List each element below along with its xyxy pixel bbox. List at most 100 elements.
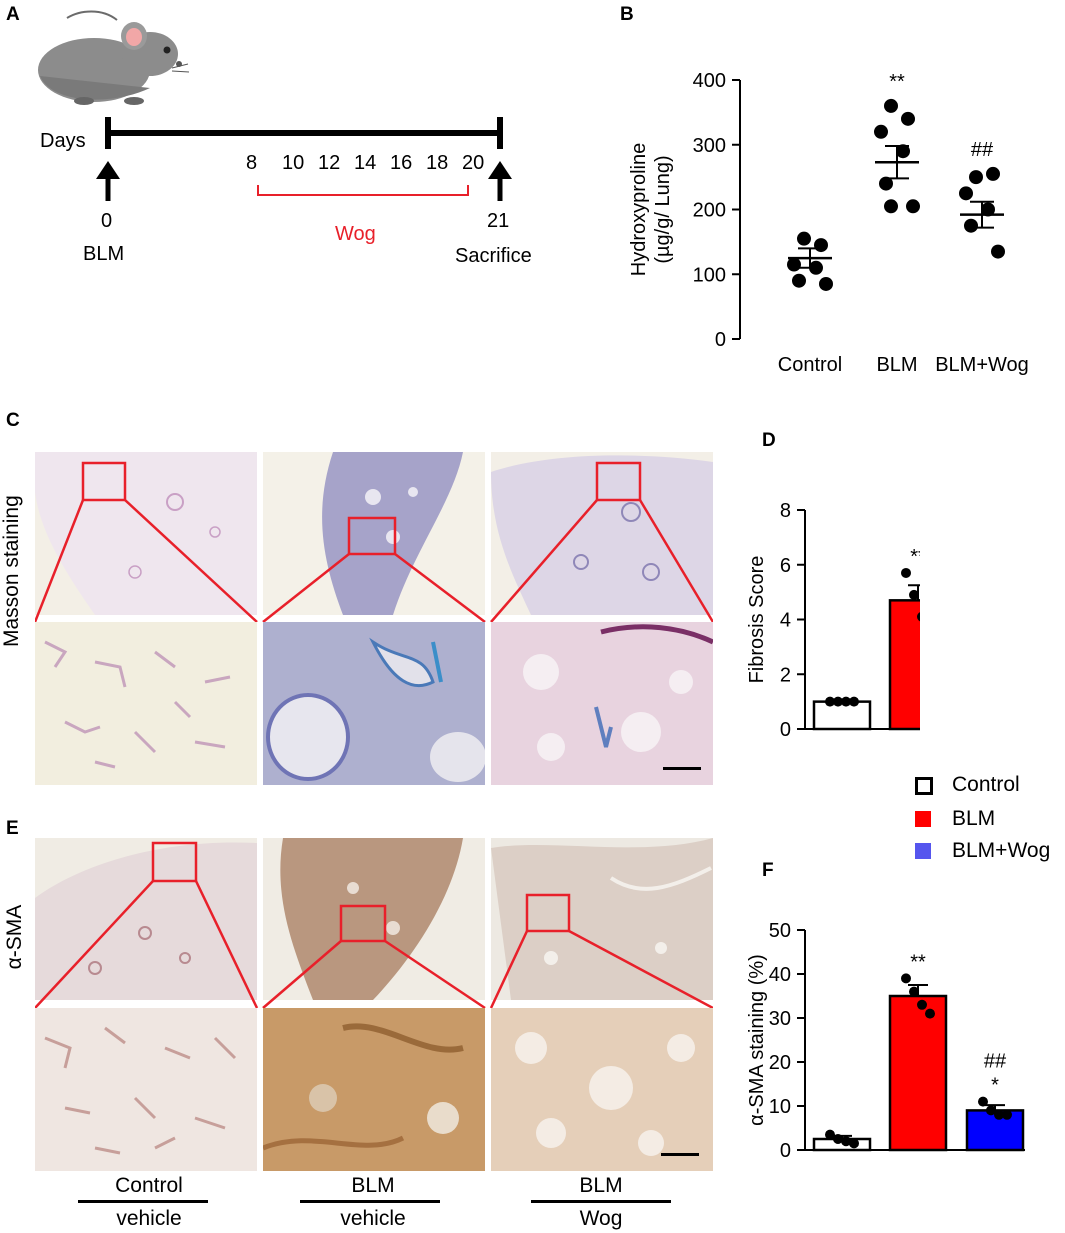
data-point xyxy=(841,1136,851,1147)
legend-swatch-control xyxy=(915,777,933,795)
y-tick-label: 6 xyxy=(780,555,791,577)
data-point xyxy=(879,176,893,191)
asma-blm-overview xyxy=(263,838,485,1000)
y-tick-label: 8 xyxy=(780,500,791,522)
data-point xyxy=(991,244,1005,259)
data-point xyxy=(819,276,833,291)
data-point xyxy=(959,186,973,201)
data-point xyxy=(901,567,911,578)
data-point xyxy=(901,973,911,984)
masson-blm-detail xyxy=(263,622,486,785)
timeline-diagram xyxy=(96,117,512,201)
column-2-bottom-label: vehicle xyxy=(340,1207,406,1230)
y-tick-label: 0 xyxy=(780,1140,791,1162)
y-tick-label: 2 xyxy=(780,664,791,686)
data-point xyxy=(825,696,835,707)
masson-wog-overview xyxy=(491,452,713,615)
y-tick-label: 200 xyxy=(693,200,726,222)
panel-letter-c: C xyxy=(6,410,20,431)
data-point xyxy=(901,111,915,126)
legend-label-control: Control xyxy=(952,773,1020,796)
asma-wog-overview xyxy=(491,838,713,1000)
y-axis-label-line-1: Hydroxyproline xyxy=(628,143,650,276)
scale-bar xyxy=(663,767,701,770)
panel-letter-a: A xyxy=(6,4,20,25)
panel-letter-b: B xyxy=(620,4,634,25)
significance-label: ** xyxy=(910,951,926,973)
zoom-box xyxy=(347,516,397,556)
data-point xyxy=(925,1008,935,1019)
data-point xyxy=(909,986,919,997)
data-point xyxy=(986,166,1000,181)
data-point xyxy=(849,1138,859,1149)
bar xyxy=(888,994,948,1152)
zoom-box xyxy=(339,904,387,943)
column-2-top-label: BLM xyxy=(351,1174,395,1197)
y-tick-label: 20 xyxy=(769,1052,791,1074)
column-1-bottom-label: vehicle xyxy=(116,1207,182,1230)
day-tick-label: 20 xyxy=(462,152,485,174)
data-point xyxy=(787,257,801,272)
y-axis-label: Hydroxyproline (µg/g/ Lung) xyxy=(628,143,674,276)
asma-blm-detail xyxy=(262,1008,485,1171)
data-point xyxy=(917,999,927,1010)
significance-label: ** xyxy=(889,71,905,93)
legend-swatch-blm xyxy=(915,811,931,827)
data-point xyxy=(909,589,919,600)
x-tick-label: BLM+Wog xyxy=(935,354,1029,376)
y-axis-label: α-SMA staining (%) xyxy=(746,954,768,1126)
legend-label-blm-wog: BLM+Wog xyxy=(952,839,1051,862)
start-label: BLM xyxy=(83,243,125,265)
data-point xyxy=(986,1105,996,1116)
y-tick-label: 4 xyxy=(780,610,791,632)
masson-row-label: Masson staining xyxy=(0,495,23,647)
significance-label: ** xyxy=(910,546,920,568)
data-point xyxy=(792,273,806,288)
y-tick-label: 30 xyxy=(769,1008,791,1030)
column-3-divider xyxy=(531,1200,671,1203)
day-tick-label: 14 xyxy=(354,152,377,174)
data-point xyxy=(906,199,920,214)
asma-row-label: α-SMA xyxy=(3,904,26,970)
column-3-bottom-label: Wog xyxy=(579,1207,623,1230)
zoom-box xyxy=(595,461,642,502)
data-point xyxy=(994,1109,1004,1120)
data-point xyxy=(917,612,920,622)
bar xyxy=(888,599,920,731)
data-point xyxy=(841,696,851,707)
masson-zoom-lines xyxy=(35,499,713,623)
start-arrow-head xyxy=(96,161,120,179)
y-tick-label: 10 xyxy=(769,1096,791,1118)
asma-control-overview xyxy=(35,838,257,1000)
days-label: Days xyxy=(40,130,86,152)
end-day: 21 xyxy=(487,210,510,232)
y-axis-label-line-2: (µg/g/ Lung) xyxy=(652,155,674,263)
zoom-box xyxy=(151,841,198,883)
data-point xyxy=(825,1129,835,1140)
data-point xyxy=(849,696,859,707)
masson-wog-detail xyxy=(491,622,715,785)
asma-wog-detail xyxy=(491,1008,713,1171)
x-tick-label: BLM xyxy=(876,354,917,376)
panel-letter-f: F xyxy=(762,860,774,881)
treatment-bracket xyxy=(257,185,469,196)
data-point xyxy=(884,199,898,214)
data-point xyxy=(896,144,910,159)
bar xyxy=(812,700,872,731)
y-tick-label: 0 xyxy=(780,719,791,741)
panel-letter-e: E xyxy=(6,818,19,839)
data-point xyxy=(969,170,983,185)
y-tick-label: 40 xyxy=(769,964,791,986)
asma-control-detail xyxy=(35,1008,257,1171)
zoom-box xyxy=(525,893,571,933)
masson-blm-overview xyxy=(263,452,485,615)
significance-label: ## xyxy=(984,1051,1007,1073)
data-point xyxy=(1002,1109,1012,1120)
data-point xyxy=(814,238,828,253)
column-1-top-label: Control xyxy=(115,1174,183,1197)
data-point xyxy=(833,696,843,707)
start-day: 0 xyxy=(101,210,113,232)
y-axis-label: Fibrosis Score xyxy=(746,556,768,684)
column-2-divider xyxy=(300,1200,440,1203)
